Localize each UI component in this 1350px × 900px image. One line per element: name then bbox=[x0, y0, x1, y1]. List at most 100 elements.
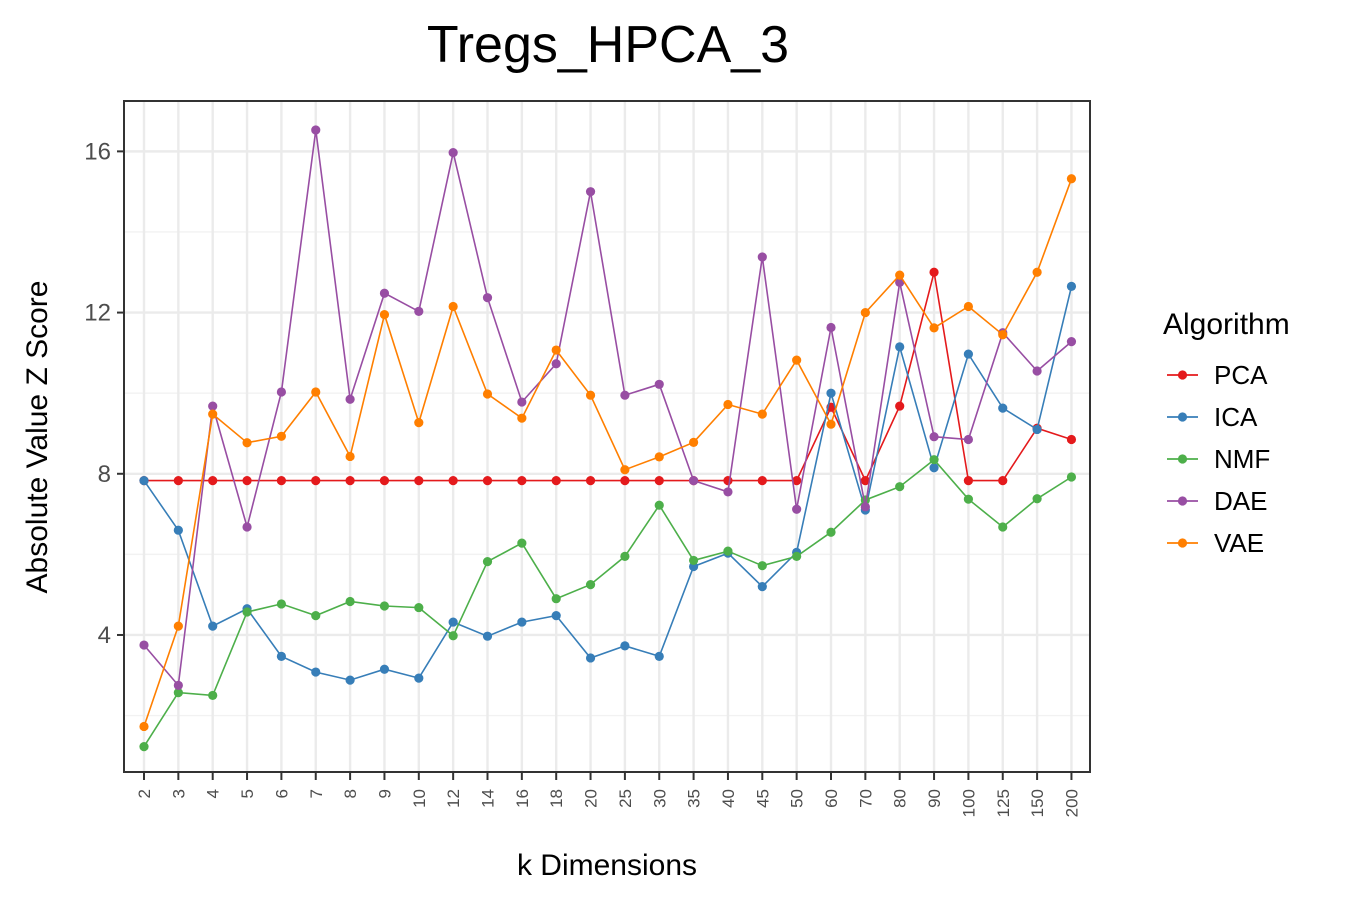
data-point-nmf bbox=[379, 601, 390, 611]
data-point-vae bbox=[895, 270, 905, 280]
data-point-pca bbox=[517, 476, 527, 486]
data-point-nmf bbox=[792, 551, 802, 561]
data-point-pca bbox=[929, 267, 939, 277]
data-point-dae bbox=[379, 288, 390, 298]
data-point-ica bbox=[963, 349, 974, 359]
data-point-nmf bbox=[448, 631, 458, 641]
x-tick-label: 90 bbox=[925, 789, 944, 808]
legend-item-dae: DAE bbox=[1167, 486, 1267, 516]
data-point-ica bbox=[276, 651, 286, 661]
data-point-dae bbox=[963, 434, 974, 445]
data-point-pca bbox=[173, 476, 183, 486]
data-point-vae bbox=[1066, 174, 1077, 184]
data-point-pca bbox=[860, 476, 870, 486]
y-tick-label: 16 bbox=[84, 138, 111, 165]
x-tick-label: 3 bbox=[169, 789, 188, 798]
data-point-dae bbox=[208, 401, 218, 411]
data-point-dae bbox=[482, 293, 493, 303]
x-tick-label: 100 bbox=[959, 789, 978, 817]
data-point-ica bbox=[379, 664, 390, 674]
x-tick-label: 14 bbox=[479, 789, 498, 808]
data-point-ica bbox=[585, 653, 596, 663]
legend-label: VAE bbox=[1214, 528, 1264, 558]
data-point-vae bbox=[1032, 267, 1042, 277]
data-point-nmf bbox=[139, 742, 149, 752]
data-point-vae bbox=[379, 309, 390, 320]
data-point-pca bbox=[757, 476, 767, 486]
x-tick-label: 70 bbox=[856, 789, 875, 808]
x-tick-label: 16 bbox=[513, 789, 532, 808]
data-point-vae bbox=[860, 307, 870, 318]
data-point-dae bbox=[1032, 366, 1042, 376]
data-point-nmf bbox=[723, 546, 733, 556]
data-point-pca bbox=[482, 476, 493, 486]
data-point-pca bbox=[792, 476, 802, 486]
data-point-nmf bbox=[311, 611, 321, 621]
data-point-vae bbox=[139, 721, 149, 732]
data-point-ica bbox=[895, 342, 905, 352]
x-tick-label: 30 bbox=[650, 789, 669, 808]
data-point-nmf bbox=[585, 580, 596, 590]
data-point-nmf bbox=[620, 551, 630, 561]
data-point-dae bbox=[345, 394, 355, 404]
data-point-pca bbox=[1066, 434, 1077, 445]
x-tick-label: 8 bbox=[341, 789, 360, 798]
data-point-dae bbox=[860, 502, 870, 512]
data-point-vae bbox=[929, 323, 939, 333]
x-tick-label: 25 bbox=[616, 789, 635, 808]
x-tick-label: 125 bbox=[994, 789, 1013, 817]
data-point-ica bbox=[1032, 424, 1042, 435]
data-point-dae bbox=[517, 397, 527, 407]
data-point-dae bbox=[929, 432, 939, 442]
data-point-dae bbox=[448, 147, 458, 158]
x-tick-label: 60 bbox=[822, 789, 841, 808]
data-point-nmf bbox=[345, 596, 355, 607]
data-point-dae bbox=[276, 387, 286, 397]
data-point-nmf bbox=[654, 500, 664, 510]
data-point-ica bbox=[826, 388, 836, 398]
data-point-nmf bbox=[963, 494, 974, 504]
data-point-nmf bbox=[757, 561, 767, 571]
legend-item-ica: ICA bbox=[1167, 402, 1258, 432]
series-dae bbox=[139, 125, 1077, 690]
data-point-pca bbox=[895, 401, 905, 411]
data-point-ica bbox=[345, 675, 355, 685]
data-point-pca bbox=[276, 476, 286, 486]
data-point-pca bbox=[585, 476, 596, 486]
data-point-pca bbox=[242, 476, 252, 486]
x-tick-label: 35 bbox=[685, 789, 704, 808]
data-point-nmf bbox=[929, 455, 939, 465]
data-point-nmf bbox=[173, 688, 183, 698]
data-point-vae bbox=[620, 465, 630, 475]
y-axis-title: Absolute Value Z Score bbox=[21, 281, 54, 594]
data-point-ica bbox=[929, 463, 939, 473]
y-tick-label: 8 bbox=[98, 461, 111, 488]
x-tick-label: 9 bbox=[375, 789, 394, 798]
data-point-vae bbox=[757, 409, 767, 419]
data-point-ica bbox=[414, 673, 424, 683]
data-point-vae bbox=[689, 437, 699, 447]
x-tick-label: 80 bbox=[891, 789, 910, 808]
x-axis-title: k Dimensions bbox=[517, 849, 697, 882]
data-point-ica bbox=[517, 617, 527, 627]
data-point-pca bbox=[208, 476, 218, 486]
legend: Algorithm PCA ICA NMF DAE VAE bbox=[1163, 308, 1290, 558]
data-point-nmf bbox=[208, 690, 218, 701]
data-point-nmf bbox=[482, 557, 493, 567]
data-point-pca bbox=[345, 476, 355, 486]
data-point-dae bbox=[689, 476, 699, 486]
y-tick-label: 12 bbox=[84, 300, 111, 327]
data-point-nmf bbox=[895, 482, 905, 492]
x-tick-label: 4 bbox=[204, 789, 223, 798]
y-tick-label: 4 bbox=[98, 622, 111, 649]
x-tick-label: 2 bbox=[135, 789, 154, 798]
series-nmf bbox=[139, 455, 1077, 752]
data-point-pca bbox=[379, 476, 390, 486]
data-point-vae bbox=[173, 621, 183, 631]
data-point-vae bbox=[448, 301, 458, 312]
x-tick-label: 150 bbox=[1028, 789, 1047, 817]
data-point-pca bbox=[620, 476, 630, 486]
data-point-vae bbox=[414, 417, 424, 428]
series-line-dae bbox=[143, 129, 1073, 688]
data-point-ica bbox=[173, 525, 183, 535]
